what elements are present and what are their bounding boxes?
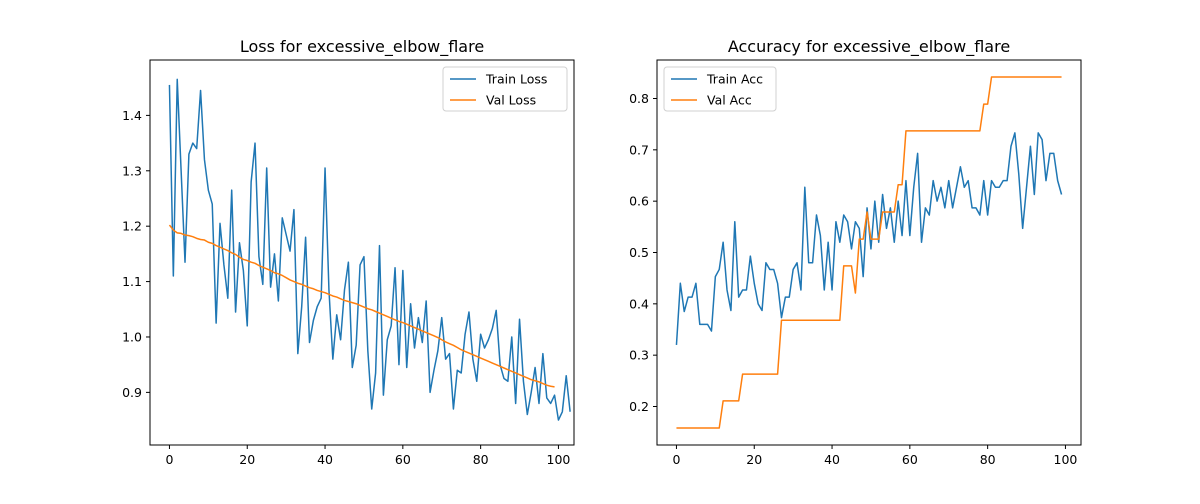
accuracy-x-tick-label: 40 xyxy=(824,452,840,467)
loss-y-tick-label: 1.0 xyxy=(122,329,142,344)
accuracy-y-tick-label: 0.3 xyxy=(629,348,649,363)
loss-x-tick-label: 40 xyxy=(317,452,333,467)
accuracy-y-tick-label: 0.7 xyxy=(629,142,649,157)
loss-chart-title: Loss for excessive_elbow_flare xyxy=(240,37,484,57)
loss-y-tick-label: 0.9 xyxy=(122,385,142,400)
accuracy-x-tick-label: 20 xyxy=(746,452,762,467)
accuracy-chart-title: Accuracy for excessive_elbow_flare xyxy=(728,37,1010,57)
train-acc-legend-label: Train Acc xyxy=(706,72,763,87)
train-loss-line xyxy=(168,78,571,421)
accuracy-y-tick-label: 0.5 xyxy=(629,245,649,260)
accuracy-y-tick-label: 0.8 xyxy=(629,91,649,106)
accuracy-x-tick-label: 80 xyxy=(980,452,996,467)
val-acc-line xyxy=(676,76,1062,429)
val-loss-line xyxy=(168,224,555,388)
accuracy-y-tick-label: 0.2 xyxy=(629,399,649,414)
accuracy-legend: Train Acc Val Acc xyxy=(663,66,777,112)
accuracy-y-tick-label: 0.6 xyxy=(629,194,649,209)
loss-x-tick-label: 60 xyxy=(395,452,411,467)
accuracy-x-tick-label: 100 xyxy=(1054,452,1078,467)
train-loss-legend-label: Train Loss xyxy=(485,72,547,87)
loss-y-tick-label: 1.1 xyxy=(122,274,142,289)
accuracy-chart: Accuracy for excessive_elbow_flare 0 20 40… xyxy=(629,37,1082,467)
loss-x-tick-label: 20 xyxy=(239,452,255,467)
val-loss-legend-label: Val Loss xyxy=(486,93,536,108)
loss-y-tick-label: 1.4 xyxy=(122,108,142,123)
loss-y-tick-label: 1.2 xyxy=(122,219,142,234)
loss-x-tick-label: 100 xyxy=(547,452,571,467)
loss-x-tick-label: 0 xyxy=(165,452,173,467)
val-acc-legend-label: Val Acc xyxy=(707,93,752,108)
accuracy-x-tick-label: 0 xyxy=(672,452,680,467)
loss-x-tick-label: 80 xyxy=(473,452,489,467)
accuracy-y-tick-label: 0.4 xyxy=(629,296,649,311)
loss-axes-frame xyxy=(149,59,575,446)
loss-legend: Train Loss Val Loss xyxy=(442,66,568,112)
loss-y-tick-label: 1.3 xyxy=(122,163,142,178)
loss-chart: Loss for excessive_elbow_flare 0 20 40 60 80… xyxy=(122,37,575,467)
accuracy-x-tick-label: 60 xyxy=(902,452,918,467)
